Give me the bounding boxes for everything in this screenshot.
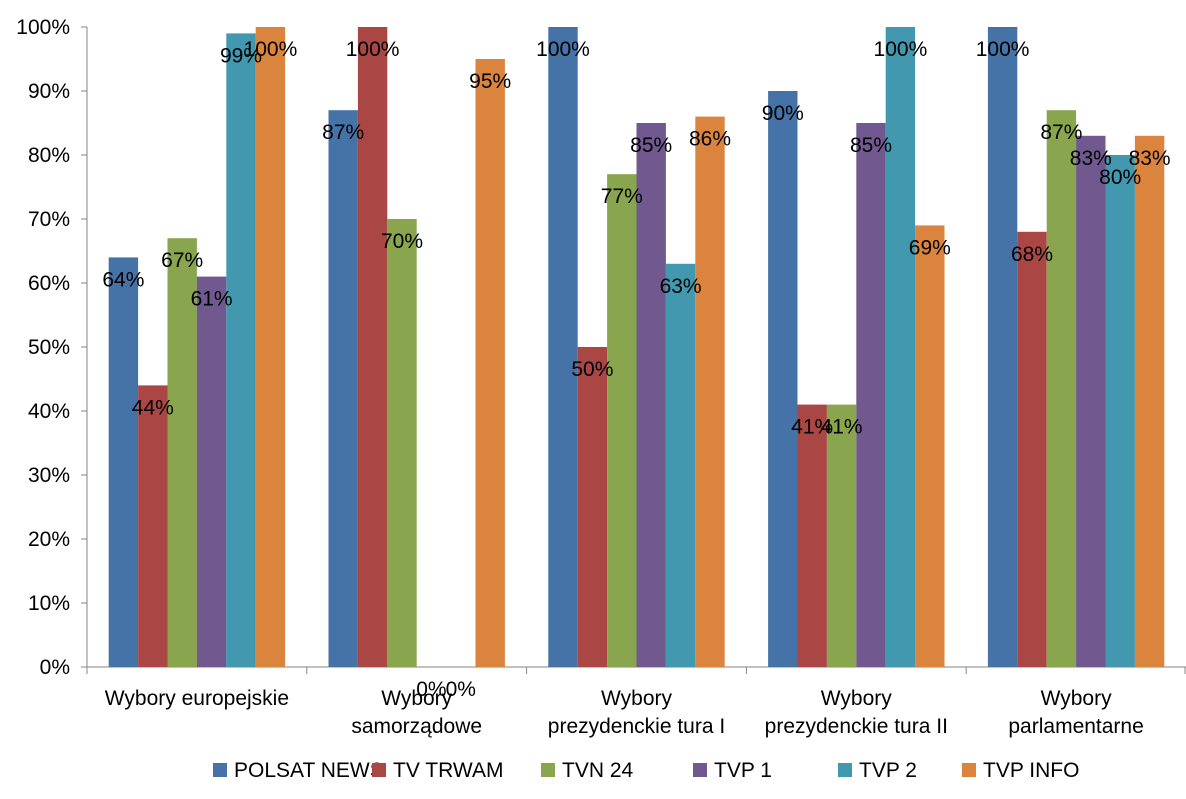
y-axis: 0% 10% 20% 30% 40% 50% 60% 70% 80% 90% 100% — [16, 16, 88, 679]
bar-tvn-24 — [167, 238, 197, 667]
bar-tv-trwam — [1017, 231, 1047, 668]
bar-polsat-news — [548, 27, 578, 667]
data-label: 90% — [762, 102, 804, 125]
legend-swatch — [838, 763, 852, 777]
bar-tvn-24 — [1046, 110, 1077, 667]
bar-tvn-24 — [387, 219, 417, 667]
category-label: Wybory — [821, 687, 892, 710]
y-tick-label: 40% — [28, 400, 70, 423]
legend-label: TVN 24 — [562, 759, 634, 782]
data-label: 70% — [381, 230, 423, 253]
data-label: 87% — [322, 121, 364, 144]
data-label: 99% — [220, 44, 262, 67]
legend-swatch — [962, 763, 976, 777]
bar-tvp-2 — [226, 33, 256, 667]
legend-label: TV TRWAM — [393, 759, 503, 782]
bar-tvp-info — [695, 116, 725, 668]
data-label: 83% — [1129, 147, 1171, 170]
category-label: Wybory — [381, 687, 452, 710]
data-label: 67% — [161, 249, 203, 272]
bar-tvp-info — [1134, 135, 1165, 668]
category-label: samorządowe — [351, 715, 482, 738]
data-label: 100% — [874, 38, 928, 61]
bar-polsat-news — [768, 91, 798, 667]
legend-label: TVP 1 — [714, 759, 772, 782]
bar-tvp-1 — [856, 123, 886, 667]
bar-polsat-news — [328, 110, 358, 667]
data-label: 85% — [850, 134, 892, 157]
y-tick-label: 90% — [28, 80, 70, 103]
data-label: 0% — [446, 678, 476, 701]
legend-swatch — [372, 763, 386, 777]
bar-tvp-2 — [665, 263, 696, 667]
legend-label: POLSAT NEWS — [234, 759, 384, 782]
data-label: 100% — [536, 38, 590, 61]
bars — [108, 27, 1165, 668]
data-label: 61% — [191, 288, 233, 311]
y-tick-label: 80% — [28, 144, 70, 167]
data-label: 77% — [601, 185, 643, 208]
category-labels: Wybory europejskie Wybory samorządowe Wybor… — [105, 687, 1144, 738]
data-label: 95% — [469, 70, 511, 93]
bar-tv-trwam — [797, 404, 827, 667]
legend-label: TVP 2 — [859, 759, 917, 782]
data-label: 100% — [244, 38, 298, 61]
bar-tv-trwam — [357, 27, 388, 667]
data-label: 44% — [132, 396, 174, 419]
data-label: 86% — [689, 128, 731, 151]
category-label: Wybory europejskie — [105, 687, 289, 710]
legend-swatch — [213, 763, 227, 777]
y-tick-label: 0% — [40, 656, 70, 679]
data-label: 68% — [1011, 243, 1053, 266]
category-label: Wybory — [601, 687, 672, 710]
bar-tvp-1 — [196, 276, 227, 667]
data-label: 0% — [416, 678, 446, 701]
bar-tvn-24 — [826, 404, 857, 667]
bar-tv-trwam — [577, 347, 608, 667]
y-tick-label: 30% — [28, 464, 70, 487]
data-labels: 64% 87% 100% 90% 100% 44% 100% 50% 41% 68% 67% 70% 7… — [102, 38, 1170, 701]
legend-swatch — [541, 763, 555, 777]
data-label: 41% — [791, 416, 833, 439]
bar-tvp-info — [255, 27, 286, 667]
legend: POLSAT NEWS TV TRWAM TVN 24 TVP 1 TVP 2 TVP I… — [213, 759, 1079, 782]
bar-tvp-2 — [1105, 155, 1135, 667]
data-label: 87% — [1040, 121, 1082, 144]
legend-label: TVP INFO — [983, 759, 1079, 782]
data-label: 100% — [346, 38, 400, 61]
y-tick-label: 10% — [28, 592, 70, 615]
data-label: 85% — [630, 134, 672, 157]
data-label: 50% — [571, 358, 613, 381]
category-label: parlamentarne — [1008, 715, 1143, 738]
data-label: 41% — [821, 416, 863, 439]
bar-tvp-2 — [885, 27, 916, 667]
data-label: 100% — [976, 38, 1030, 61]
x-axis — [86, 666, 1186, 674]
category-label: prezydenckie tura II — [765, 715, 948, 738]
data-label: 83% — [1070, 147, 1112, 170]
bar-polsat-news — [108, 257, 139, 667]
bar-tvp-info — [475, 59, 505, 667]
y-tick-label: 60% — [28, 272, 70, 295]
y-tick-label: 20% — [28, 528, 70, 551]
bar-tvp-info — [915, 225, 945, 667]
bar-polsat-news — [987, 27, 1018, 667]
category-label: Wybory — [1041, 687, 1112, 710]
y-tick-label: 100% — [16, 16, 70, 39]
bar-tv-trwam — [138, 385, 168, 667]
bar-tvp-1 — [1076, 135, 1106, 668]
data-label: 69% — [909, 236, 951, 259]
category-label: prezydenckie tura I — [548, 715, 725, 738]
y-tick-label: 70% — [28, 208, 70, 231]
data-label: 63% — [660, 275, 702, 298]
data-label: 64% — [102, 268, 144, 291]
data-label: 80% — [1099, 166, 1141, 189]
legend-swatch — [693, 763, 707, 777]
y-tick-label: 50% — [28, 336, 70, 359]
bar-tvp-1 — [636, 123, 666, 667]
bar-tvn-24 — [607, 174, 637, 667]
